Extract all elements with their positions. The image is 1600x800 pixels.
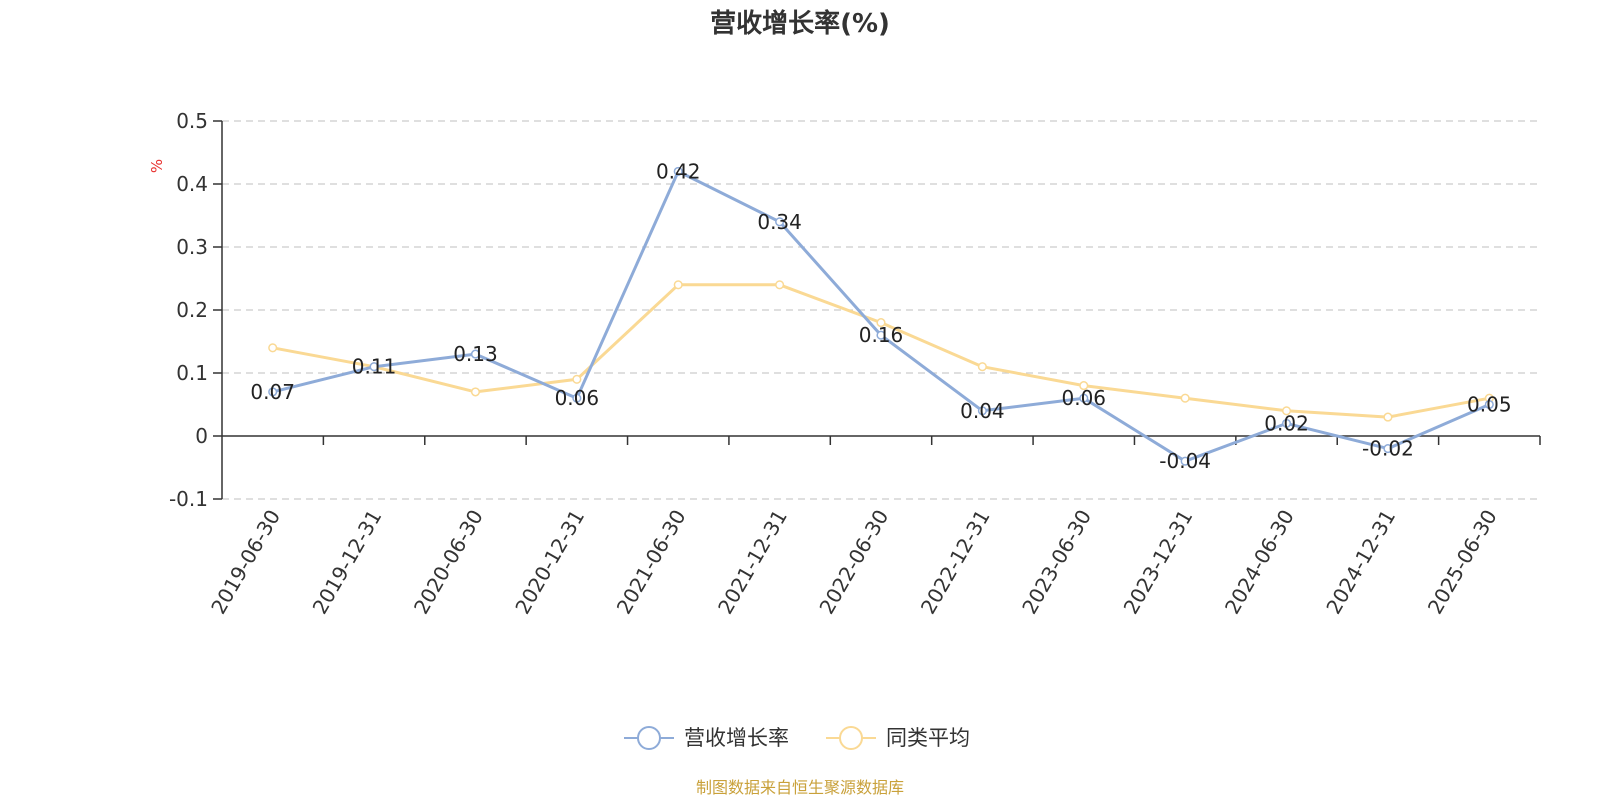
chart-title: 营收增长率(%) <box>710 8 890 39</box>
data-label: 0.06 <box>1062 386 1107 410</box>
series-1-point <box>775 217 785 227</box>
series-group <box>268 166 1494 466</box>
data-label: 0.34 <box>757 210 802 234</box>
legend-marker-icon <box>839 726 863 750</box>
x-tick-label: 2021-12-31 <box>713 506 792 619</box>
series-1-point <box>1281 418 1292 428</box>
y-tick-label: 0.2 <box>176 298 208 322</box>
series-2-point <box>1180 393 1190 403</box>
x-tick-label: 2020-12-31 <box>510 506 589 619</box>
series-1-point <box>876 330 886 340</box>
data-label: 0.42 <box>656 159 701 183</box>
data-label: 0.05 <box>1467 393 1512 417</box>
data-label: -0.02 <box>1362 437 1414 461</box>
series-1-point <box>1383 444 1393 454</box>
legend-label-series-1: 营收增长率 <box>684 726 789 750</box>
x-tick-label: 2024-12-31 <box>1321 506 1400 619</box>
x-tick-label: 2019-06-30 <box>206 506 285 619</box>
data-label: 0.04 <box>960 399 1005 423</box>
series-1-point <box>572 393 582 403</box>
legend-item-series-2[interactable]: 同类平均 <box>826 726 970 750</box>
series-2-point <box>775 280 785 290</box>
series-2-point <box>673 280 683 290</box>
x-tick-label: 2024-06-30 <box>1220 506 1299 619</box>
series-1-point <box>1484 399 1494 410</box>
y-tick-label: 0.1 <box>176 361 208 385</box>
data-label: 0.13 <box>453 342 498 366</box>
data-source-note: 制图数据来自恒生聚源数据库 <box>696 778 904 797</box>
series-2-point <box>470 387 481 397</box>
legend-marker-icon <box>637 726 661 750</box>
x-tick-label: 2022-06-30 <box>814 506 893 619</box>
series-1-point <box>977 406 987 416</box>
series-1-point <box>369 362 379 372</box>
series-1-point <box>1180 456 1190 466</box>
x-tick-label: 2022-12-31 <box>916 506 995 619</box>
data-labels: 0.07 0.11 0.13 0.06 0.42 0.34 0.16 0.04 0.06 -0.0… <box>250 159 1511 473</box>
x-axis-ticks: 2019-06-30 2019-12-31 2020-06-30 2020-12-31… <box>206 436 1541 619</box>
legend: 营收增长率 同类平均 <box>624 726 970 750</box>
y-axis-ticks: -0.1 0 0.1 0.2 0.3 0.4 0.5 <box>169 109 222 511</box>
y-tick-label: 0.3 <box>176 235 208 259</box>
x-tick-label: 2023-06-30 <box>1017 506 1096 619</box>
series-2-point <box>1079 381 1089 391</box>
series-1-point <box>673 166 683 176</box>
series-1-point <box>470 349 481 359</box>
data-label: -0.04 <box>1159 449 1211 473</box>
series-2-point <box>1281 406 1292 416</box>
x-tick-label: 2021-06-30 <box>612 506 691 619</box>
x-tick-label: 2023-12-31 <box>1119 506 1198 619</box>
series-1-point <box>268 387 278 397</box>
series-2-point <box>268 343 278 353</box>
y-tick-label: 0.4 <box>176 172 208 196</box>
series-2-point <box>977 362 987 372</box>
x-tick-label: 2019-12-31 <box>308 506 387 619</box>
legend-item-series-1[interactable]: 营收增长率 <box>624 726 789 750</box>
x-tick-label: 2020-06-30 <box>409 506 488 619</box>
y-tick-label: 0.5 <box>176 109 208 133</box>
y-axis-unit-label: % <box>148 159 166 173</box>
series-2-point <box>572 374 582 384</box>
data-label: 0.02 <box>1264 411 1309 435</box>
series-2-point <box>876 318 886 328</box>
data-label: 0.11 <box>352 355 397 379</box>
data-label: 0.06 <box>555 386 600 410</box>
series-2-point <box>1383 412 1393 422</box>
y-tick-label: 0 <box>195 424 208 448</box>
series-1-point <box>1079 393 1089 403</box>
grid-lines <box>222 120 1540 500</box>
data-label: 0.16 <box>859 323 904 347</box>
y-tick-label: -0.1 <box>169 487 208 511</box>
legend-label-series-2: 同类平均 <box>886 726 970 750</box>
data-label: 0.07 <box>250 380 295 404</box>
x-tick-label: 2025-06-30 <box>1423 506 1502 619</box>
